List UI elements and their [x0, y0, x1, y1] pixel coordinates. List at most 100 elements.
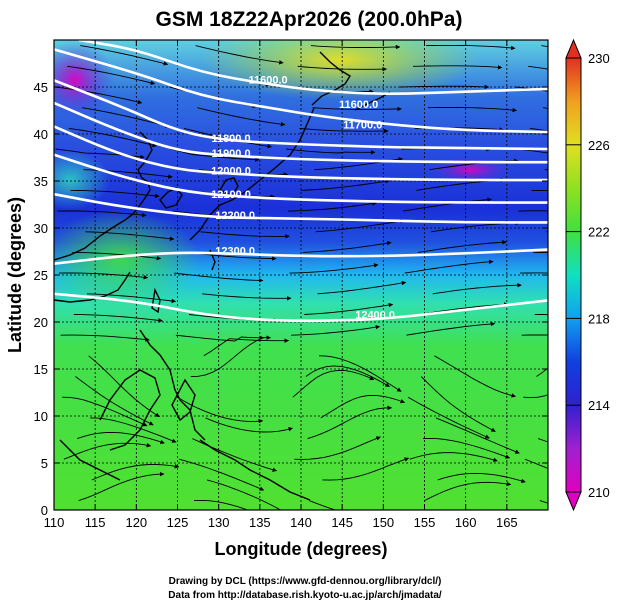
- contour-labels: 11600.0 11600.0 11700.0 11800.0 11900.0 12000…: [211, 74, 395, 321]
- streamline: [426, 44, 516, 51]
- streamline: [170, 148, 260, 162]
- contour-line: [54, 248, 548, 265]
- colorbar-tick-label: 218: [588, 311, 610, 326]
- x-tick-label: 110: [44, 515, 65, 530]
- streamline: [523, 394, 548, 399]
- streamline: [304, 302, 394, 315]
- streamline: [420, 376, 496, 432]
- contour-line: [54, 79, 548, 151]
- x-tick-label: 140: [290, 515, 312, 530]
- streamline: [287, 201, 377, 212]
- streamline: [90, 417, 177, 443]
- warm-region: [200, 40, 480, 100]
- contour-label: 12200.0: [215, 210, 255, 222]
- x-axis-ticks: 110 115 120 125 130 135 140 145 150 155 160 165: [44, 40, 518, 530]
- contour-label: 11600.0: [339, 99, 378, 111]
- colorbar-upper-arrow: [565, 38, 582, 59]
- colorbar-strip: [565, 57, 582, 493]
- streamline: [309, 500, 337, 510]
- chart-title: GSM 18Z22Apr2026 (200.0hPa): [156, 8, 463, 31]
- streamline: [299, 127, 389, 134]
- streamline: [399, 84, 490, 90]
- streamline: [300, 179, 390, 191]
- streamline: [315, 218, 405, 233]
- colorbar: 210 214 218 222 226 230: [565, 38, 610, 512]
- y-tick-label: 5: [41, 456, 48, 471]
- streamline: [73, 314, 163, 323]
- streamline: [518, 210, 548, 212]
- streamline: [291, 324, 381, 336]
- streamline: [190, 335, 271, 377]
- streamline: [435, 417, 520, 454]
- streamline: [75, 376, 154, 426]
- streamline: [524, 458, 548, 469]
- streamline: [54, 86, 143, 105]
- contour-line: [54, 48, 548, 134]
- streamline: [88, 355, 160, 418]
- x-axis-label: Longitude (degrees): [214, 539, 387, 559]
- streamline: [203, 338, 290, 357]
- streamline: [550, 339, 619, 356]
- cold-region-west: [54, 40, 115, 120]
- plot-area: 11600.0 11600.0 11700.0 11800.0 11900.0 12000…: [54, 40, 619, 510]
- mid-region-west: [54, 150, 110, 210]
- contour-line: [54, 153, 548, 204]
- streamlines: [54, 44, 619, 510]
- streamline: [516, 148, 548, 154]
- credit-drawing: Drawing by DCL (https://www.gfd-dennou.o…: [169, 576, 442, 587]
- credit-data: Data from http://database.rish.kyoto-u.a…: [168, 590, 442, 601]
- contour-label: 11800.0: [211, 133, 250, 145]
- streamline: [403, 197, 492, 212]
- streamline: [193, 499, 249, 510]
- streamline: [80, 45, 169, 66]
- contour-line: [54, 125, 548, 182]
- y-tick-label: 35: [34, 174, 48, 189]
- colorbar-tick-label: 226: [588, 138, 610, 153]
- colorbar-lower-arrow: [565, 491, 582, 512]
- streamline: [412, 65, 503, 70]
- contour-label: 12000.0: [211, 166, 251, 178]
- streamline: [72, 251, 162, 261]
- streamline: [407, 396, 490, 439]
- colorbar-tick-label: 214: [588, 398, 610, 413]
- streamline: [310, 44, 401, 50]
- streamline: [434, 355, 516, 398]
- warm-region-china: [54, 210, 200, 310]
- streamline: [305, 365, 390, 387]
- contour-label: 11600.0: [248, 74, 287, 86]
- y-tick-label: 15: [34, 362, 48, 377]
- streamline: [60, 334, 150, 342]
- streamline: [422, 437, 511, 459]
- contour-label: 12400.0: [355, 309, 395, 321]
- streamline: [202, 293, 292, 301]
- streamline: [63, 442, 152, 460]
- streamline: [322, 457, 410, 481]
- streamline: [58, 272, 149, 280]
- streamline: [424, 481, 512, 502]
- streamline: [78, 471, 165, 502]
- streamline: [432, 282, 522, 295]
- streamline: [292, 369, 375, 398]
- y-tick-label: 45: [34, 80, 48, 95]
- contour-label: 11700.0: [343, 120, 382, 132]
- y-axis-label: Latitude (degrees): [5, 197, 25, 353]
- streamline: [200, 231, 290, 239]
- streamline: [417, 240, 507, 253]
- streamline: [320, 394, 406, 419]
- streamline: [547, 293, 548, 295]
- streamline: [294, 436, 381, 460]
- streamline: [70, 189, 160, 199]
- streamline: [539, 500, 548, 504]
- x-tick-label: 165: [496, 515, 518, 530]
- x-tick-label: 135: [249, 515, 271, 530]
- streamline: [177, 396, 264, 424]
- streamline: [317, 280, 407, 295]
- streamline: [302, 240, 392, 253]
- streamline: [406, 321, 496, 336]
- y-tick-label: 25: [34, 268, 48, 283]
- streamline: [174, 272, 264, 283]
- y-tick-label: 30: [34, 221, 48, 236]
- x-tick-label: 115: [85, 515, 106, 530]
- x-tick-label: 125: [167, 515, 189, 530]
